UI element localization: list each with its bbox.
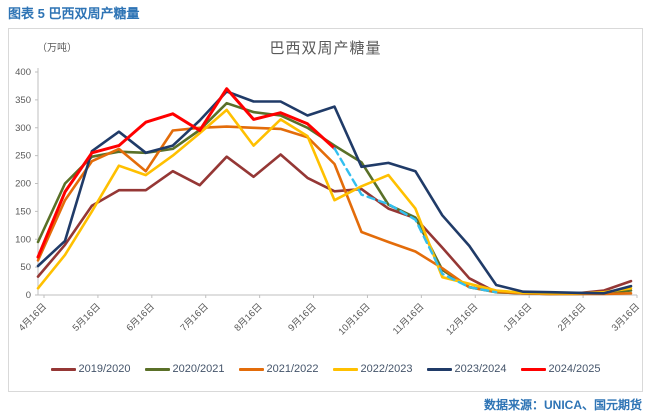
y-axis-tick-label: 250	[15, 151, 31, 162]
x-axis-tick-label: 2月16日	[556, 301, 588, 333]
legend-swatch	[238, 367, 264, 371]
chart-title: 巴西双周产糖量	[269, 40, 382, 57]
legend-item-2021-2022: 2021/2022	[238, 363, 319, 375]
legend-label: 2022/2023	[360, 363, 413, 375]
x-axis-tick-label: 4月16日	[17, 301, 49, 333]
y-axis-tick-label: 350	[15, 95, 31, 106]
legend-label: 2020/2021	[172, 363, 225, 375]
figure-caption: 图表 5 巴西双周产糖量	[8, 6, 140, 21]
legend-label: 2024/2025	[548, 363, 601, 375]
y-axis-tick-label: 200	[15, 179, 31, 190]
legend-item-2020-2021: 2020/2021	[144, 363, 225, 375]
legend-swatch	[426, 367, 452, 371]
series-line-dashed-projection	[333, 147, 498, 294]
series-line-2019-2020	[36, 153, 633, 296]
legend-swatch	[144, 367, 170, 371]
y-axis-unit-label: （万吨）	[37, 43, 77, 54]
legend-swatch	[50, 367, 76, 371]
legend-label: 2021/2022	[266, 363, 319, 375]
y-axis-tick-label: 0	[26, 290, 31, 301]
x-axis-tick-label: 10月16日	[336, 301, 372, 337]
legend-item-2019-2020: 2019/2020	[50, 363, 131, 375]
x-axis-tick-label: 1月16日	[502, 301, 534, 333]
y-axis-tick-label: 400	[15, 67, 31, 78]
chart-container: （万吨） 巴西双周产糖量 0 50 100 150 200 250 300 350 400 4月1…	[8, 28, 643, 392]
y-axis-tick-label: 100	[15, 234, 31, 245]
x-axis-tick-label: 3月16日	[610, 301, 642, 333]
x-axis-tick-label: 12月16日	[444, 301, 480, 337]
x-axis-tick-label: 7月16日	[178, 301, 210, 333]
data-source-credit: 数据来源：UNICA、国元期货	[484, 398, 642, 412]
legend-item-2023-2024: 2023/2024	[426, 363, 507, 375]
x-axis-tick-label: 6月16日	[125, 301, 157, 333]
x-axis-tick-label: 9月16日	[286, 301, 318, 333]
x-axis-tick-label: 8月16日	[232, 301, 264, 333]
y-axis-tick-label: 150	[15, 206, 31, 217]
legend-item-2022-2023: 2022/2023	[332, 363, 413, 375]
y-axis-tick-label: 50	[20, 262, 31, 273]
legend-label: 2023/2024	[454, 363, 507, 375]
x-axis-tick-label: 11月16日	[391, 301, 427, 337]
series-line-2024-2025	[36, 87, 336, 259]
x-axis-tick-label: 5月16日	[71, 301, 103, 333]
legend-item-2024-2025: 2024/2025	[520, 363, 601, 375]
legend-swatch	[520, 367, 546, 371]
series-line-2023-2024	[36, 90, 633, 295]
legend-swatch	[332, 367, 358, 371]
chart-legend: 2019/2020 2020/2021 2021/2022 2022/2023 2023…	[9, 363, 642, 375]
y-axis-tick-label: 300	[15, 123, 31, 134]
line-chart-plot: 0 50 100 150 200 250 300 350 400 4月16日 5月16日 6月16日 7…	[15, 67, 642, 338]
legend-label: 2019/2020	[78, 363, 131, 375]
